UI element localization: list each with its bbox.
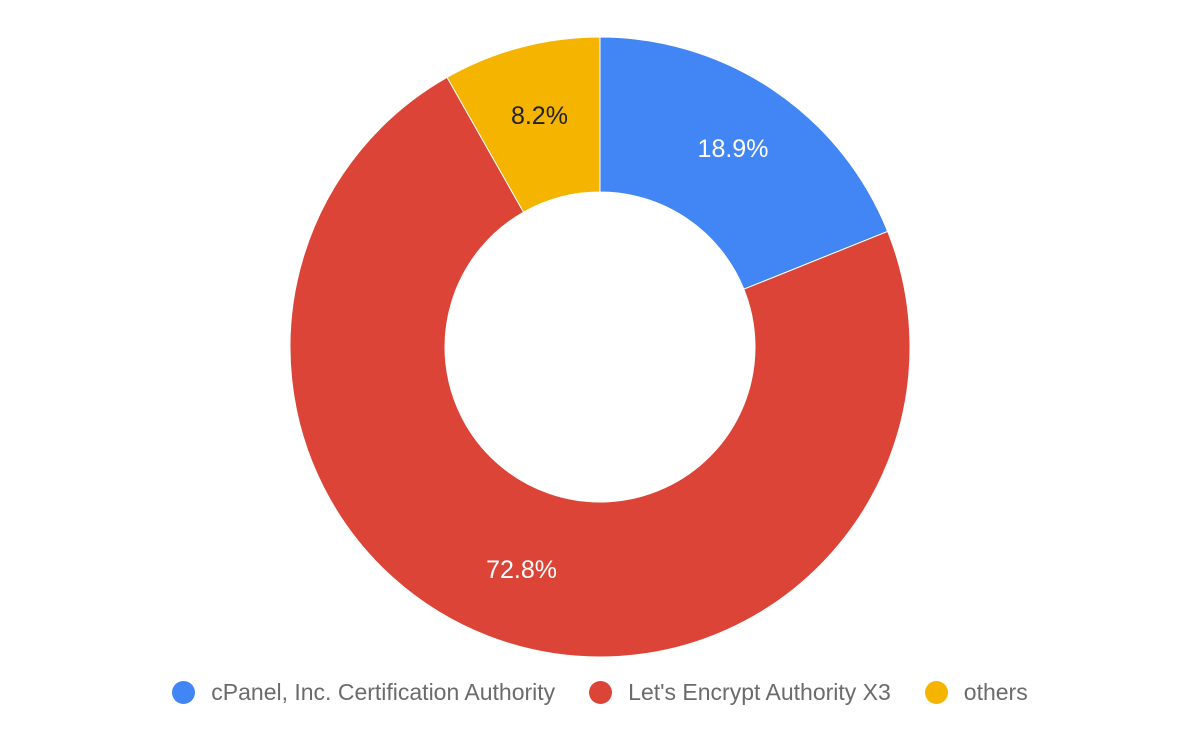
legend-item-others[interactable]: others [924, 678, 1028, 706]
legend-item-letsencrypt[interactable]: Let's Encrypt Authority X3 [589, 679, 891, 706]
slice-others[interactable] [446, 36, 601, 213]
legend-label-cpanel: cPanel, Inc. Certification Authority [211, 678, 556, 705]
donut-slices [289, 36, 911, 658]
slice-labels: 18.9% 72.8% 8.2% [486, 102, 768, 584]
legend-label-letsencrypt: Let's Encrypt Authority X3 [628, 678, 891, 705]
slice-label-cpanel: 18.9% [698, 135, 769, 163]
legend-item-cpanel[interactable]: cPanel, Inc. Certification Authority [172, 679, 555, 706]
slice-label-letsencrypt: 72.8% [486, 556, 557, 584]
chart-legend: cPanel, Inc. Certification Authority Let… [0, 672, 1200, 712]
legend-label-others: others [963, 678, 1028, 705]
slice-cpanel[interactable] [599, 36, 889, 290]
legend-swatch-cpanel [172, 680, 196, 704]
slice-label-others: 8.2% [511, 102, 568, 130]
legend-swatch-letsencrypt [589, 680, 613, 704]
slice-letsencrypt[interactable] [289, 76, 911, 658]
legend-swatch-others [924, 680, 948, 704]
